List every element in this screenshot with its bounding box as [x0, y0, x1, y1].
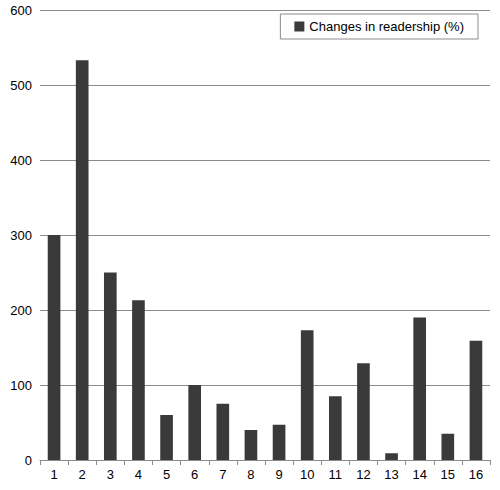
- svg-text:8: 8: [247, 467, 254, 482]
- svg-text:600: 600: [10, 3, 32, 18]
- svg-text:7: 7: [219, 467, 226, 482]
- svg-text:500: 500: [10, 78, 32, 93]
- svg-text:200: 200: [10, 303, 32, 318]
- svg-text:100: 100: [10, 378, 32, 393]
- svg-text:12: 12: [356, 467, 370, 482]
- svg-text:14: 14: [412, 467, 426, 482]
- svg-text:2: 2: [79, 467, 86, 482]
- svg-text:6: 6: [191, 467, 198, 482]
- svg-text:9: 9: [275, 467, 282, 482]
- svg-text:16: 16: [469, 467, 483, 482]
- svg-text:300: 300: [10, 228, 32, 243]
- svg-text:400: 400: [10, 153, 32, 168]
- svg-text:15: 15: [441, 467, 455, 482]
- svg-text:13: 13: [384, 467, 398, 482]
- svg-text:0: 0: [25, 453, 32, 468]
- svg-text:1: 1: [50, 467, 57, 482]
- svg-text:3: 3: [107, 467, 114, 482]
- svg-text:10: 10: [300, 467, 314, 482]
- svg-text:Changes in readership (%): Changes in readership (%): [309, 19, 464, 34]
- svg-text:4: 4: [135, 467, 142, 482]
- svg-text:11: 11: [329, 467, 343, 482]
- svg-text:5: 5: [163, 467, 170, 482]
